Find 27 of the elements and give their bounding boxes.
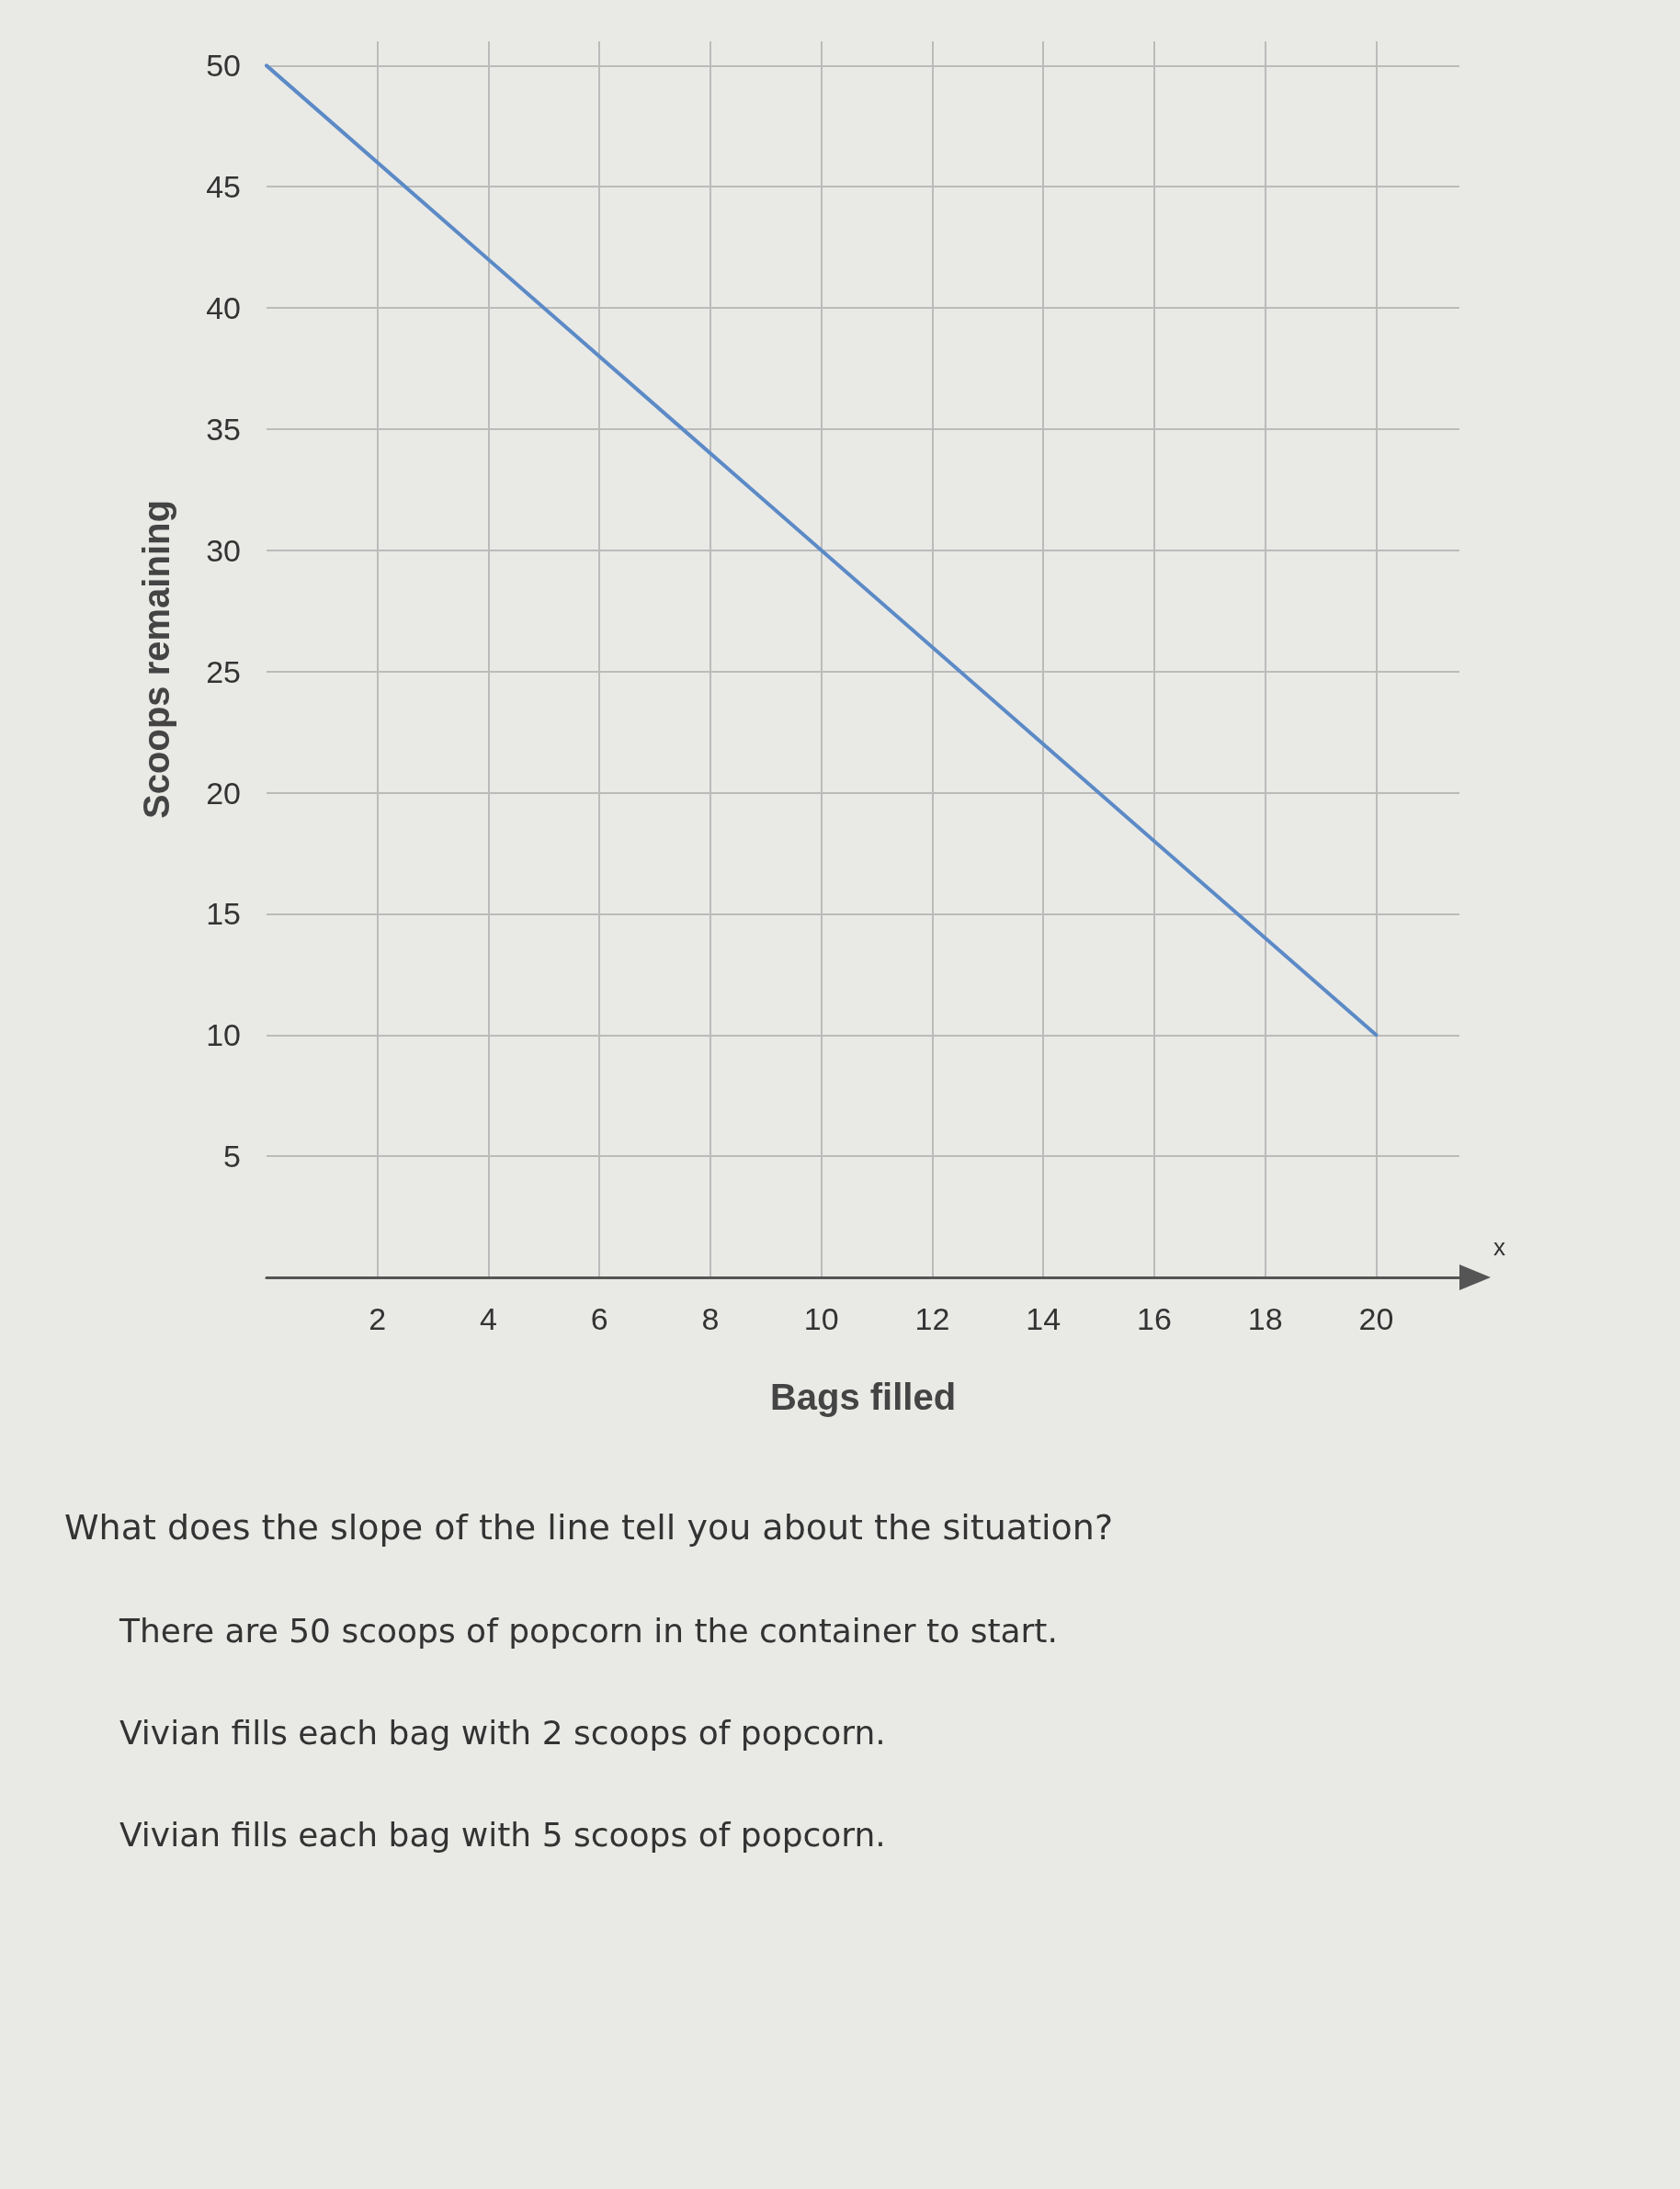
x-tick-label: 6 — [590, 1301, 608, 1336]
text: There are 50 scoops of popcorn in the container to start. — [119, 1612, 1059, 1650]
text: Vivian fills each bag with 5 scoops of popcorn. — [119, 1816, 887, 1854]
x-tick-label: 4 — [480, 1301, 497, 1336]
text: What does the slope of the line tell you about the situation? — [64, 1507, 1115, 1548]
x-tick-label: 16 — [1137, 1301, 1172, 1336]
y-tick-label: 50 — [206, 48, 241, 84]
y-tick-label: 35 — [206, 411, 241, 447]
y-tick-label: 45 — [206, 169, 241, 205]
text: Vivian fills each bag with 2 scoops of popcorn. — [119, 1714, 887, 1752]
y-axis-title: Scoops remaining — [136, 500, 176, 819]
x-tick-label: 14 — [1026, 1301, 1061, 1336]
x-tick-label: 2 — [369, 1301, 387, 1336]
x-tick-label: 10 — [803, 1301, 839, 1336]
x-tick-label: 12 — [914, 1301, 950, 1336]
y-tick-label: 10 — [206, 1017, 241, 1053]
y-tick-label: 5 — [223, 1139, 241, 1174]
y-tick-label: 25 — [206, 653, 241, 689]
x-tick-label: 18 — [1247, 1301, 1283, 1336]
y-tick-label: 20 — [206, 775, 241, 811]
y-tick-label: 40 — [206, 290, 241, 326]
text: x — [1493, 1233, 1505, 1261]
x-tick-label: 8 — [701, 1301, 720, 1336]
x-axis-title: Bags filled — [769, 1377, 957, 1417]
y-tick-label: 30 — [206, 532, 241, 568]
x-tick-label: 20 — [1358, 1301, 1394, 1336]
y-tick-label: 15 — [206, 896, 241, 932]
